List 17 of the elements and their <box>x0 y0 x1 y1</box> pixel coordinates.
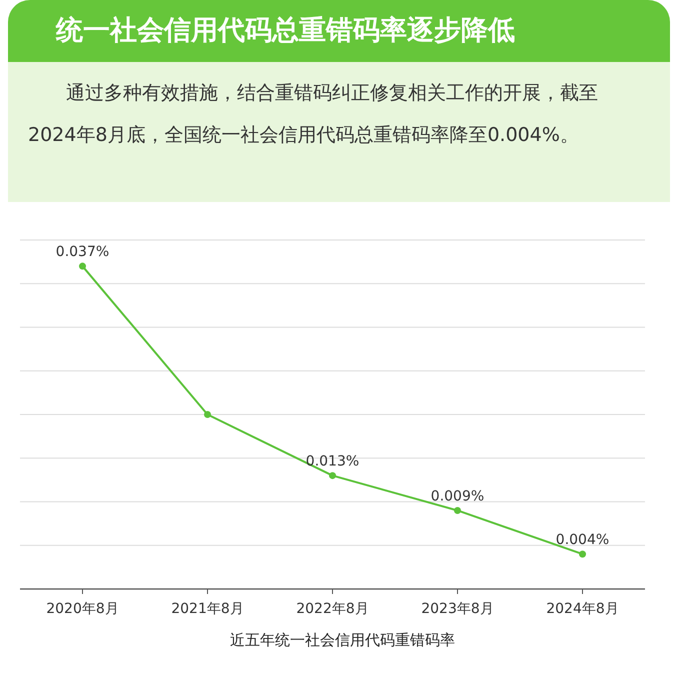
point <box>454 506 461 514</box>
data-label: 0.013% <box>306 454 360 470</box>
data-label: 0.004% <box>556 532 610 548</box>
point <box>579 550 586 558</box>
point <box>79 262 86 270</box>
x-tick-label: 2021年8月 <box>171 601 244 617</box>
x-tick-label: 2023年8月 <box>421 601 494 617</box>
data-label: 0.037% <box>56 244 110 260</box>
chart-subtitle: 通过多种有效措施，结合重错码纠正修复相关工作的开展，截至2024年8月底，全国统一社会信用代码总重错码率降至0.004%。 <box>8 62 670 202</box>
x-tick-label: 2020年8月 <box>46 601 119 617</box>
chart-title: 统一社会信用代码总重错码率逐步降低 <box>8 0 670 62</box>
x-tick-label: 2024年8月 <box>546 601 619 617</box>
point <box>329 472 336 480</box>
point <box>204 411 211 418</box>
x-axis-title: 近五年统一社会信用代码重错码率 <box>230 631 455 649</box>
data-label: 0.009% <box>430 488 484 504</box>
x-tick-label: 2022年8月 <box>296 601 369 617</box>
